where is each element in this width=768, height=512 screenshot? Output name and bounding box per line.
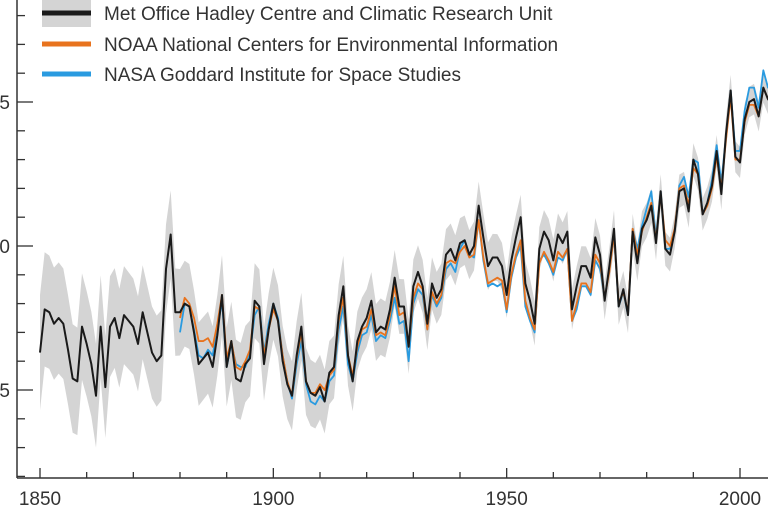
legend-label-noaa: NOAA National Centers for Environmental … [104,35,558,56]
x-tick-label: 1950 [486,489,528,510]
x-tick-label: 1850 [19,489,61,510]
y-tick-label: 0 [0,237,10,258]
uncertainty-band [40,72,768,448]
x-tick-label: 2000 [719,489,761,510]
x-tick-label: 1900 [252,489,294,510]
series-layer [39,69,768,406]
y-tick-label: 5 [0,381,10,402]
legend-label-nasa: NASA Goddard Institute for Space Studies [104,65,461,86]
uncertainty-band-layer [40,72,768,448]
legend-label-hadley: Met Office Hadley Centre and Climatic Re… [104,4,553,25]
legend: Met Office Hadley Centre and Climatic Re… [42,0,558,86]
series-line-hadley [39,86,768,403]
y-tick-label: 5 [0,93,10,114]
